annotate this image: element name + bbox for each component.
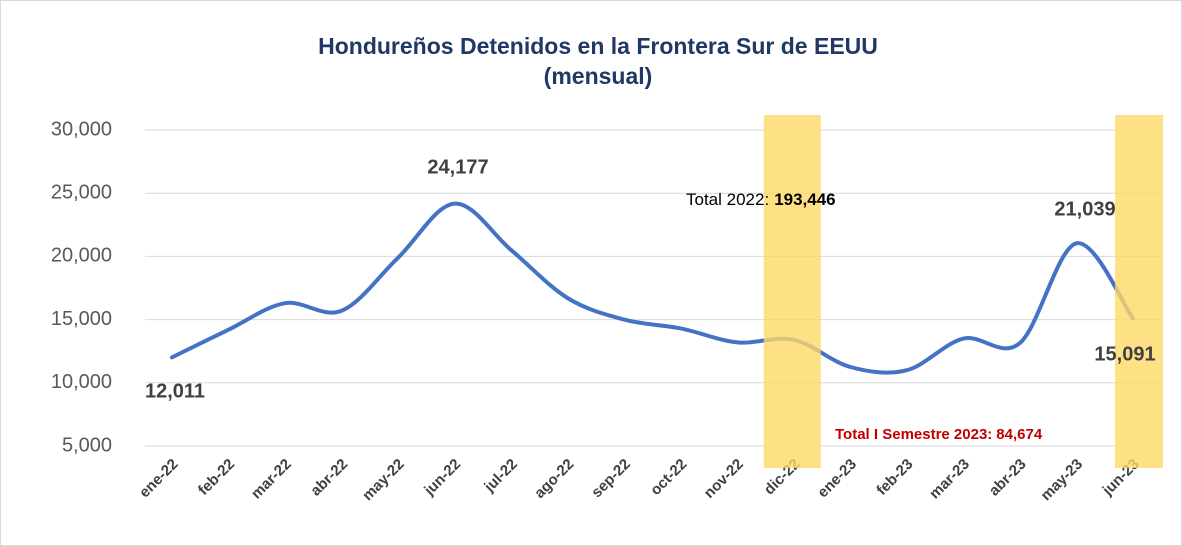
y-tick-label: 10,000 bbox=[51, 371, 112, 393]
annotation-value: 193,446 bbox=[774, 190, 835, 209]
chart-title: Hondureños Detenidos en la Frontera Sur … bbox=[318, 33, 878, 59]
y-tick-label: 5,000 bbox=[62, 434, 112, 456]
chart-title: (mensual) bbox=[544, 63, 653, 89]
annotation: Total I Semestre 2023: 84,674 bbox=[835, 426, 1043, 443]
y-tick-label: 30,000 bbox=[51, 118, 112, 140]
data-label: 15,091 bbox=[1094, 343, 1155, 365]
annotation: Total 2022: 193,446 bbox=[686, 190, 836, 209]
y-tick-label: 15,000 bbox=[51, 308, 112, 330]
annotation-text: Total I Semestre 2023: bbox=[835, 426, 992, 443]
data-label: 12,011 bbox=[145, 380, 205, 402]
y-tick-label: 25,000 bbox=[51, 181, 112, 203]
data-label: 21,039 bbox=[1054, 198, 1115, 220]
y-tick-label: 20,000 bbox=[51, 245, 112, 267]
highlight-band bbox=[1115, 115, 1163, 468]
highlight-band bbox=[763, 115, 821, 468]
annotation-text: Total 2022: bbox=[686, 190, 769, 209]
data-label: 24,177 bbox=[427, 156, 488, 178]
data-line bbox=[170, 201, 1135, 375]
annotation-value: 84,674 bbox=[996, 426, 1043, 443]
